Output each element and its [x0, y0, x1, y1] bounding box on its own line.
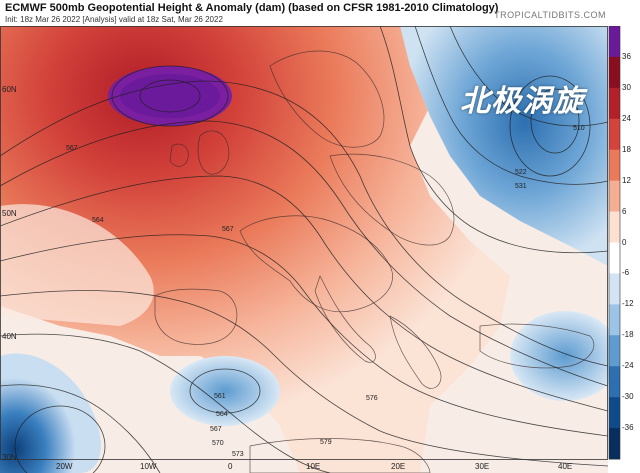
map-frame [0, 26, 608, 460]
colorbar-tick-label: -36 [622, 423, 634, 433]
colorbar-swatch [609, 397, 620, 429]
cold-low-turkey [510, 311, 620, 401]
contour-label: 579 [320, 439, 332, 446]
colorbar-tick-label: 30 [622, 82, 631, 92]
latitude-label: 30N [2, 453, 17, 462]
colorbar-swatch [609, 428, 620, 460]
colorbar-swatch [609, 211, 620, 243]
cold-low-southwest [0, 353, 101, 473]
contour-label: 567 [66, 145, 78, 152]
anomaly-map: 567 564 567 561 564 567 570 573 576 579 … [0, 26, 621, 473]
colorbar-swatch [609, 180, 620, 213]
contour-label: 564 [216, 411, 228, 418]
coastlines [154, 50, 595, 473]
brand-watermark: TROPICALTIDBITS.COM [494, 10, 606, 20]
colorbar-tick-label: 24 [622, 113, 631, 123]
colorbar-tick-label: 0 [622, 237, 627, 247]
contour-labels: 567 564 567 561 564 567 570 573 576 579 … [66, 125, 585, 458]
contour-label: 522 [515, 169, 527, 176]
colorbar-tick-label: 6 [622, 206, 627, 216]
chart-title: ECMWF 500mb Geopotential Height & Anomal… [5, 2, 499, 14]
contour-label: 567 [222, 226, 234, 233]
colorbar-swatch [609, 56, 620, 89]
colorbar-swatch [609, 87, 620, 120]
contour-label: 567 [210, 426, 222, 433]
neutral-band [0, 204, 154, 326]
longitude-label: 0 [228, 462, 233, 471]
contour-label: 510 [573, 125, 585, 132]
colorbar-tick-label: 12 [622, 175, 631, 185]
colorbar-frame [608, 26, 621, 460]
colorbar-tick-label: -12 [622, 299, 634, 309]
height-contours [0, 26, 609, 473]
colorbar-swatch [609, 273, 620, 305]
latitude-label: 40N [2, 332, 17, 341]
colorbar-tick-label: -30 [622, 392, 634, 402]
colorbar-swatch [609, 118, 620, 151]
contour-label: 573 [232, 451, 244, 458]
longitude-label: 20W [56, 462, 73, 471]
latitude-label: 50N [2, 209, 17, 218]
contour-label: 561 [214, 393, 226, 400]
colorbar-tick-label: 36 [622, 51, 631, 61]
colorbar [608, 26, 621, 460]
contour-label: 531 [515, 183, 527, 190]
colorbar-tick-label: -24 [622, 361, 634, 371]
longitude-label: 10W [140, 462, 157, 471]
longitude-label: 10E [306, 462, 321, 471]
colorbar-tick-label: -18 [622, 330, 634, 340]
cold-low-mediterranean [170, 356, 280, 426]
overlay-caption: 北极涡旋 [460, 84, 584, 119]
cold-trough-northeast [400, 26, 608, 266]
longitude-label: 30E [475, 462, 490, 471]
colorbar-tick-label: -6 [622, 268, 630, 278]
colorbar-swatch [609, 304, 620, 336]
colorbar-swatch [609, 242, 620, 274]
colorbar-swatch [609, 335, 620, 367]
colorbar-swatch [609, 26, 620, 58]
longitude-label: 40E [558, 462, 573, 471]
contour-label: 564 [92, 217, 104, 224]
latitude-label: 60N [2, 85, 17, 94]
chart-subtitle: Init: 18z Mar 26 2022 [Analysis] valid a… [5, 15, 223, 24]
colorbar-tick-label: 18 [622, 144, 631, 154]
longitude-label: 20E [391, 462, 406, 471]
contour-label: 570 [212, 440, 224, 447]
chart-header: ECMWF 500mb Geopotential Height & Anomal… [0, 0, 640, 26]
colorbar-swatch [609, 149, 620, 182]
colorbar-swatch [609, 366, 620, 398]
ridge-core-inner [120, 74, 220, 118]
contour-label: 576 [366, 395, 378, 402]
